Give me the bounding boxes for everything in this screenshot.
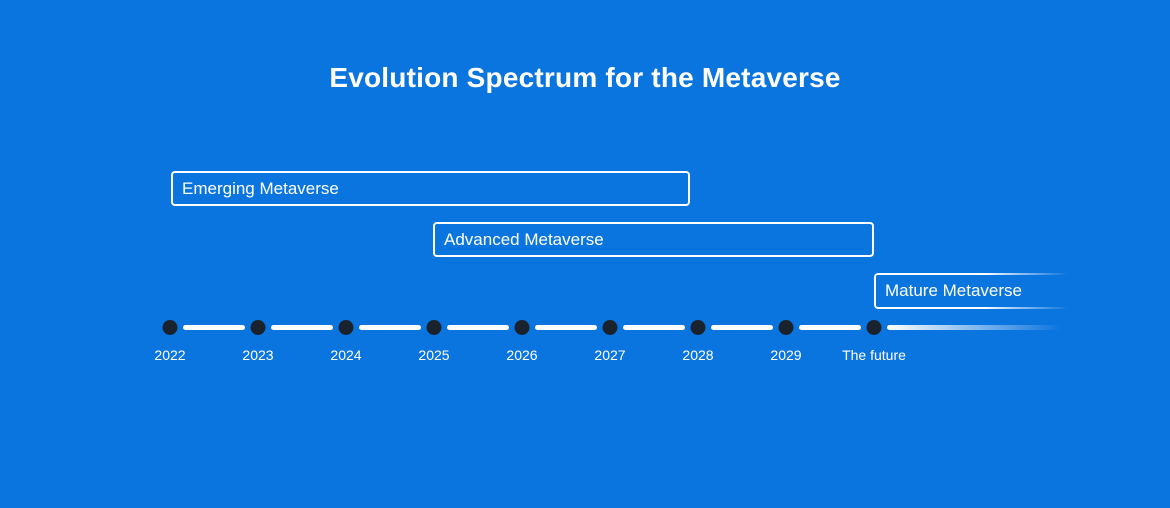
timeline-segment bbox=[183, 325, 245, 330]
timeline-dot-2027 bbox=[602, 320, 618, 335]
timeline-dot-2022 bbox=[162, 320, 178, 335]
timeline-segment bbox=[271, 325, 333, 330]
year-label-2029: 2029 bbox=[770, 347, 802, 363]
year-label-2024: 2024 bbox=[330, 347, 362, 363]
timeline-segment bbox=[623, 325, 685, 330]
phase-box-emerging: Emerging Metaverse bbox=[171, 171, 690, 206]
timeline-dot-2024 bbox=[338, 320, 354, 335]
page-title: Evolution Spectrum for the Metaverse bbox=[329, 62, 841, 93]
timeline-fading-tail bbox=[887, 325, 1070, 330]
phase-label-advanced: Advanced Metaverse bbox=[444, 229, 604, 249]
phase-label-emerging: Emerging Metaverse bbox=[182, 178, 339, 198]
timeline-segment bbox=[711, 325, 773, 330]
timeline-segment bbox=[799, 325, 861, 330]
timeline-dot-2028 bbox=[690, 320, 706, 335]
timeline-segment bbox=[535, 325, 597, 330]
timeline-dot-2025 bbox=[426, 320, 442, 335]
timeline-segment bbox=[447, 325, 509, 330]
timeline-dot-2029 bbox=[778, 320, 794, 335]
phase-box-advanced: Advanced Metaverse bbox=[433, 222, 874, 257]
year-label-2026: 2026 bbox=[506, 347, 538, 363]
timeline-dot-2023 bbox=[250, 320, 266, 335]
year-label-2025: 2025 bbox=[418, 347, 450, 363]
year-label-2028: 2028 bbox=[682, 347, 714, 363]
phase-box-mature: Mature Metaverse bbox=[874, 273, 1074, 309]
timeline-dot-2026 bbox=[514, 320, 530, 335]
year-label-2027: 2027 bbox=[594, 347, 626, 363]
phase-label-mature: Mature Metaverse bbox=[885, 281, 1022, 300]
year-label-2023: 2023 bbox=[242, 347, 274, 363]
timeline-dot-future bbox=[866, 320, 882, 335]
year-label-2022: 2022 bbox=[154, 347, 186, 363]
year-label-future: The future bbox=[842, 347, 906, 363]
timeline-segment bbox=[359, 325, 421, 330]
